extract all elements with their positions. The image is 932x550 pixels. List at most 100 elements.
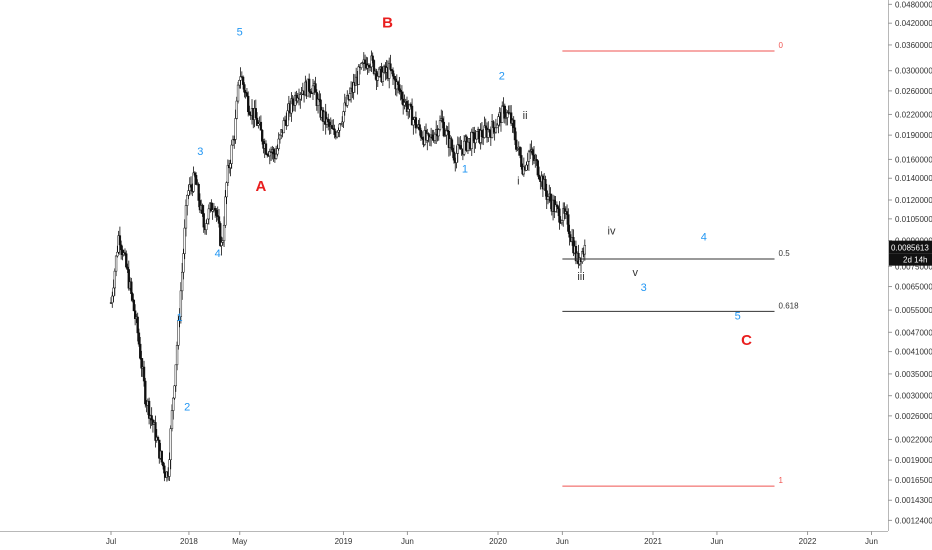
candle xyxy=(172,397,175,420)
candle xyxy=(174,364,177,392)
candle xyxy=(241,75,245,90)
candle xyxy=(277,132,280,151)
candle xyxy=(235,96,238,120)
candle xyxy=(173,385,176,400)
candle xyxy=(536,159,539,177)
x-tick-label: 2021 xyxy=(644,537,662,546)
candle xyxy=(230,139,233,169)
y-tick-label: 0.0016500 xyxy=(895,476,932,485)
candle xyxy=(150,407,153,426)
x-tick-label: 2022 xyxy=(799,537,817,546)
candle xyxy=(509,105,513,127)
x-tick-label: Jun xyxy=(865,537,878,546)
candle xyxy=(438,115,442,132)
fib-level-label: 1 xyxy=(779,476,784,485)
candle xyxy=(226,159,230,187)
candle xyxy=(113,268,116,296)
x-tick-label: May xyxy=(232,537,247,546)
y-tick-label: 0.0105000 xyxy=(895,215,932,224)
candle xyxy=(224,190,227,228)
candle xyxy=(217,208,221,228)
candle xyxy=(163,463,166,482)
candle xyxy=(261,129,264,145)
wave-label: A xyxy=(255,178,266,195)
candle xyxy=(501,101,504,123)
candle xyxy=(371,52,374,64)
candle xyxy=(169,425,172,470)
candle xyxy=(142,360,146,387)
candle xyxy=(276,144,279,157)
candle xyxy=(225,181,228,205)
candle xyxy=(132,299,136,312)
y-tick-label: 0.0120000 xyxy=(895,196,932,205)
time-axis[interactable]: Jul 2018 May 2019 Jun 2020 Jun 2021 Jun 2022 Jun xyxy=(106,531,878,546)
candle xyxy=(483,116,486,139)
wave-label: C xyxy=(741,332,752,349)
y-tick-label: 0.0041000 xyxy=(895,348,932,357)
candle xyxy=(583,239,586,261)
wave-label: 2 xyxy=(499,70,505,82)
candle xyxy=(259,115,263,131)
candle xyxy=(410,98,414,126)
candle xyxy=(170,404,174,432)
candle xyxy=(338,123,341,138)
wave-label: 4 xyxy=(215,248,221,260)
y-tick-label: 0.0012400 xyxy=(895,516,932,525)
candle xyxy=(418,118,421,136)
candle xyxy=(381,66,385,86)
y-tick-label: 0.0035000 xyxy=(895,370,932,379)
candle xyxy=(445,125,448,145)
candle xyxy=(372,59,376,76)
last-price-value: 0.0085613 xyxy=(891,244,929,253)
y-tick-label: 0.0420000 xyxy=(895,19,932,28)
y-tick-label: 0.0022000 xyxy=(895,435,932,444)
countdown-box xyxy=(889,253,932,266)
y-tick-label: 0.0360000 xyxy=(895,41,932,50)
fib-levels-layer: 0 0.5 0.618 1 xyxy=(562,41,800,487)
y-tick-label: 0.0480000 xyxy=(895,0,932,9)
candle xyxy=(179,282,183,324)
candle xyxy=(222,216,226,248)
candle xyxy=(398,76,401,95)
x-tick-label: 2020 xyxy=(489,537,507,546)
candle xyxy=(183,219,186,260)
price-axis[interactable]: 0.0480000 0.0420000 0.0360000 0.0300000 0.02… xyxy=(888,0,932,525)
candle xyxy=(180,262,184,300)
last-price-box xyxy=(889,240,932,254)
y-tick-label: 0.0026000 xyxy=(895,412,932,421)
candle xyxy=(206,218,209,225)
wave-label: ii xyxy=(523,110,528,122)
x-tick-label: 2018 xyxy=(180,537,198,546)
candle xyxy=(520,147,523,170)
candle xyxy=(515,131,518,152)
y-tick-label: 0.0300000 xyxy=(895,67,932,76)
fib-level-label: 0.618 xyxy=(779,301,800,310)
candle xyxy=(131,292,134,303)
wave-label: 4 xyxy=(701,232,707,244)
candle xyxy=(314,76,317,93)
wave-label: 1 xyxy=(177,312,183,324)
candle xyxy=(475,131,479,140)
y-tick-label: 0.0075000 xyxy=(895,262,932,271)
candle xyxy=(175,341,179,371)
last-price-badge: 0.0085613 2d 14h xyxy=(889,240,932,266)
candle xyxy=(118,226,122,255)
candle xyxy=(357,64,360,86)
candles-layer xyxy=(109,50,586,482)
y-tick-label: 0.0055000 xyxy=(895,306,932,315)
candle xyxy=(360,62,363,70)
x-tick-label: Jun xyxy=(401,537,414,546)
wave-label: 1 xyxy=(462,163,468,175)
candle xyxy=(236,81,240,104)
y-tick-label: 0.0019000 xyxy=(895,456,932,465)
x-tick-label: Jun xyxy=(710,537,723,546)
wave-label: iii xyxy=(577,271,584,283)
candle xyxy=(136,312,139,342)
candle xyxy=(389,54,392,72)
wave-label: 2 xyxy=(184,402,190,414)
x-tick-label: Jul xyxy=(106,537,116,546)
candle xyxy=(186,194,189,216)
